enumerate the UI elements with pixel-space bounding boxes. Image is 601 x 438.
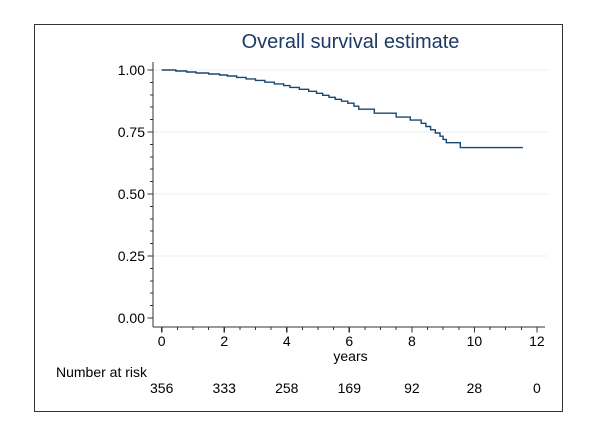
- y-tick-label: 1.00: [117, 62, 145, 78]
- y-tick-label: 0.75: [117, 124, 145, 140]
- y-tick-label: 0.00: [117, 310, 145, 326]
- risk-count: 356: [150, 380, 174, 396]
- risk-count: 258: [275, 380, 299, 396]
- x-tick-label: 4: [282, 333, 291, 349]
- x-tick-label: 8: [407, 333, 416, 349]
- x-tick-label: 10: [466, 333, 483, 349]
- y-tick-label: 0.25: [117, 248, 145, 264]
- risk-count: 92: [404, 380, 420, 396]
- x-tick-label: 6: [345, 333, 354, 349]
- risk-count: 28: [466, 380, 483, 396]
- chart-title: Overall survival estimate: [241, 31, 460, 53]
- risk-table-label: Number at risk: [56, 364, 148, 380]
- x-tick-label: 12: [529, 333, 545, 349]
- risk-count: 169: [337, 380, 361, 396]
- x-tick-label: 0: [157, 333, 166, 349]
- figure-border: [34, 24, 563, 412]
- x-tick-label: 2: [220, 333, 229, 349]
- risk-count: 0: [533, 380, 541, 396]
- y-tick-label: 0.50: [117, 186, 145, 202]
- x-axis-label: years: [333, 348, 368, 364]
- survival-curve: [161, 69, 523, 149]
- risk-count: 333: [212, 380, 236, 396]
